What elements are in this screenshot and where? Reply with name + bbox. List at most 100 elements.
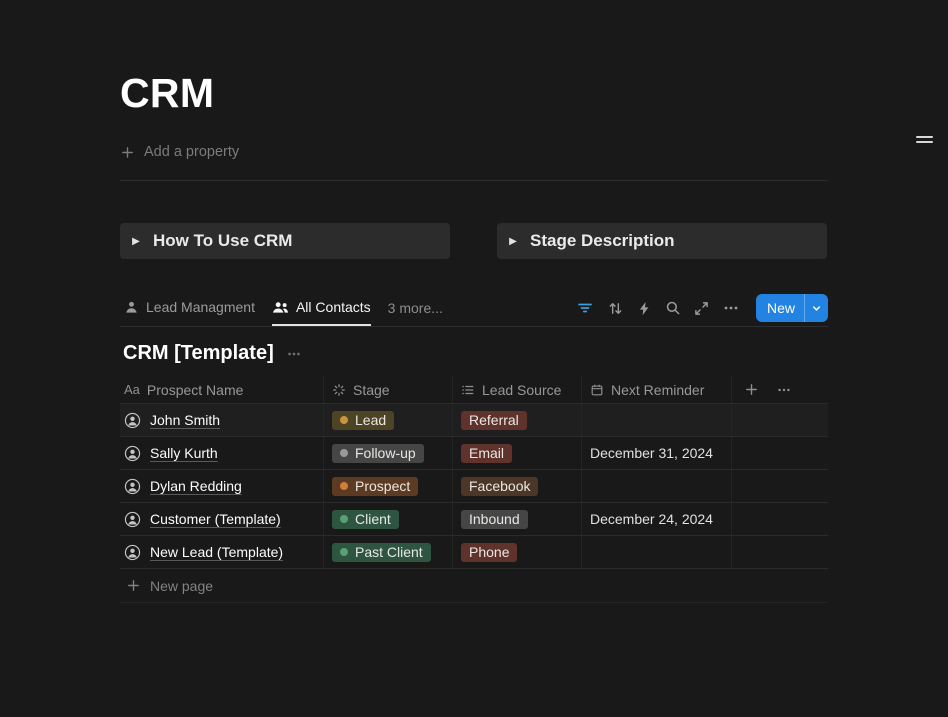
row-end-spacer <box>732 470 828 502</box>
prospect-name-cell[interactable]: Dylan Redding <box>120 470 324 502</box>
row-end-spacer <box>732 503 828 535</box>
next-reminder-value: December 24, 2024 <box>590 511 713 527</box>
lead-source-tag: Email <box>461 443 513 463</box>
section-divider <box>120 180 828 181</box>
sort-icon[interactable] <box>607 300 624 317</box>
new-page-button[interactable]: New page <box>120 569 828 603</box>
status-dot-icon <box>340 548 348 556</box>
column-label: Next Reminder <box>611 381 705 398</box>
person-icon <box>124 300 139 315</box>
tab-label: All Contacts <box>295 299 371 315</box>
prospect-name-cell[interactable]: John Smith <box>120 404 324 436</box>
stage-tag-label: Follow-up <box>355 445 416 461</box>
next-reminder-cell[interactable]: December 24, 2024 <box>582 503 732 535</box>
lead-source-cell[interactable]: Phone <box>453 536 582 568</box>
prospect-name-link[interactable]: Customer (Template) <box>150 511 281 527</box>
page-content: CRM Add a property ▶ How To Use CRM ▶ St… <box>120 0 828 603</box>
row-end-spacer <box>732 404 828 436</box>
prospect-name-link[interactable]: Dylan Redding <box>150 478 242 494</box>
lead-source-cell[interactable]: Email <box>453 437 582 469</box>
toggle-label: How To Use CRM <box>153 231 293 250</box>
next-reminder-cell[interactable] <box>582 536 732 568</box>
expand-icon[interactable] <box>694 301 709 316</box>
header-more-icon[interactable] <box>776 382 792 398</box>
stage-tag: Past Client <box>332 542 431 562</box>
stage-tag-label: Prospect <box>355 478 411 494</box>
zap-icon[interactable] <box>637 301 652 316</box>
status-dot-icon <box>340 449 348 457</box>
new-button[interactable]: New <box>766 300 795 316</box>
stage-cell[interactable]: Lead <box>324 404 453 436</box>
next-reminder-cell[interactable] <box>582 470 732 502</box>
person-avatar-icon <box>124 412 141 429</box>
view-tabs: Lead Managment All Contacts <box>124 290 371 326</box>
stage-cell[interactable]: Past Client <box>324 536 453 568</box>
stage-cell[interactable]: Client <box>324 503 453 535</box>
text-property-icon: Aa <box>124 382 140 397</box>
next-reminder-cell[interactable]: December 31, 2024 <box>582 437 732 469</box>
plus-icon <box>126 578 141 593</box>
lead-source-tag-label: Facebook <box>469 478 531 494</box>
table-more-icon[interactable] <box>286 346 302 362</box>
toggle-arrow-icon: ▶ <box>132 235 140 247</box>
list-icon <box>461 383 475 397</box>
toggle-arrow-icon: ▶ <box>509 235 517 247</box>
prospect-name-cell[interactable]: Customer (Template) <box>120 503 324 535</box>
next-reminder-cell[interactable] <box>582 404 732 436</box>
row-end-spacer <box>732 437 828 469</box>
table-title: CRM [Template] <box>123 342 274 364</box>
lead-source-cell[interactable]: Inbound <box>453 503 582 535</box>
page-title: CRM <box>120 70 215 116</box>
new-page-label: New page <box>150 577 214 594</box>
more-icon[interactable] <box>722 299 740 317</box>
toggle-stage-description[interactable]: ▶ Stage Description <box>497 223 827 259</box>
new-dropdown-button[interactable] <box>805 294 828 322</box>
view-actions: New <box>576 294 828 322</box>
column-header-lead-source[interactable]: Lead Source <box>453 376 582 403</box>
stage-tag-label: Client <box>355 511 391 527</box>
add-property-button[interactable]: Add a property <box>120 144 239 160</box>
add-column-icon[interactable] <box>744 382 759 397</box>
prospect-name-link[interactable]: New Lead (Template) <box>150 544 284 560</box>
stage-cell[interactable]: Prospect <box>324 470 453 502</box>
table-header-row: Aa Prospect Name Stage Lead Source Next <box>120 376 828 404</box>
toggle-how-to-use-crm[interactable]: ▶ How To Use CRM <box>120 223 450 259</box>
prospect-name-cell[interactable]: New Lead (Template) <box>120 536 324 568</box>
table-row: Customer (Template) Client Inbound Decem… <box>120 503 828 536</box>
lead-source-tag-label: Phone <box>469 544 510 560</box>
prospect-name-link[interactable]: John Smith <box>150 412 221 428</box>
person-avatar-icon <box>124 445 141 462</box>
calendar-icon <box>590 383 604 397</box>
prospect-name-cell[interactable]: Sally Kurth <box>120 437 324 469</box>
table-row: John Smith Lead Referral <box>120 404 828 437</box>
search-icon[interactable] <box>665 300 681 316</box>
tab-all-contacts[interactable]: All Contacts <box>271 290 371 326</box>
lead-source-tag: Referral <box>461 410 527 430</box>
column-label: Stage <box>353 381 390 398</box>
person-avatar-icon <box>124 544 141 561</box>
table-row: New Lead (Template) Past Client Phone <box>120 536 828 569</box>
person-avatar-icon <box>124 511 141 528</box>
lead-source-cell[interactable]: Facebook <box>453 470 582 502</box>
database-view-bar: Lead Managment All Contacts 3 more... <box>120 290 828 327</box>
lead-source-cell[interactable]: Referral <box>453 404 582 436</box>
stage-cell[interactable]: Follow-up <box>324 437 453 469</box>
prospect-name-link[interactable]: Sally Kurth <box>150 445 218 461</box>
collapse-toggle-icon[interactable] <box>916 133 933 146</box>
stage-tag: Prospect <box>332 476 419 496</box>
new-button-separator <box>804 294 805 322</box>
more-views-button[interactable]: 3 more... <box>387 300 443 316</box>
column-header-prospect-name[interactable]: Aa Prospect Name <box>120 376 324 403</box>
toggle-row: ▶ How To Use CRM ▶ Stage Description <box>120 223 828 259</box>
status-dot-icon <box>340 482 348 490</box>
stage-tag-label: Past Client <box>355 544 423 560</box>
plus-icon <box>120 145 135 160</box>
column-header-stage[interactable]: Stage <box>324 376 453 403</box>
column-header-next-reminder[interactable]: Next Reminder <box>582 376 732 403</box>
row-end-spacer <box>732 536 828 568</box>
table-row: Dylan Redding Prospect Facebook <box>120 470 828 503</box>
filter-icon[interactable] <box>576 299 594 317</box>
tab-lead-managment[interactable]: Lead Managment <box>124 290 255 326</box>
table-row: Sally Kurth Follow-up Email December 31,… <box>120 437 828 470</box>
lead-source-tag-label: Referral <box>469 412 519 428</box>
